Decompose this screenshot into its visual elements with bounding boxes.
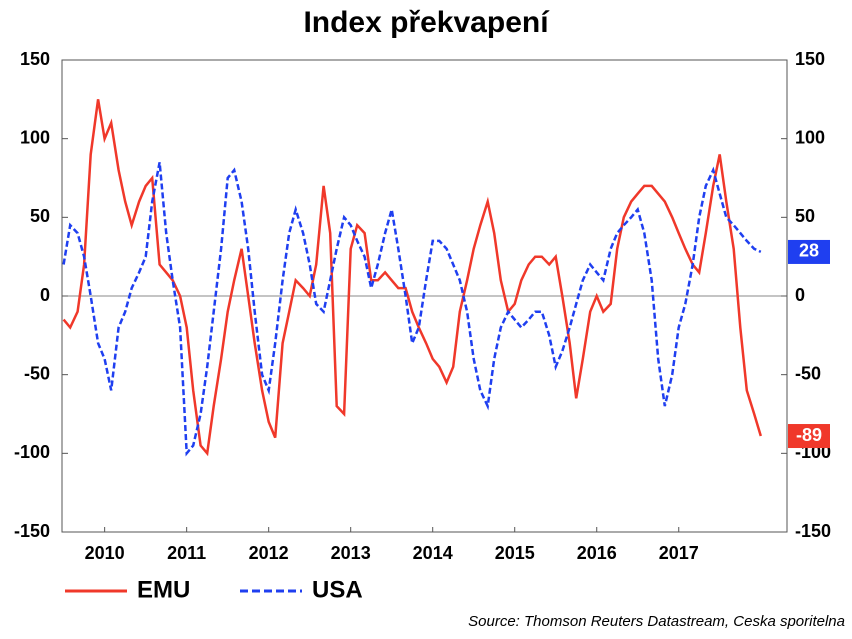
y2-tick-label: 100 [795,127,825,147]
y-tick-label: 150 [20,49,50,69]
y-tick-label: -150 [14,521,50,541]
end-label-box [788,424,830,449]
x-tick-label: 2012 [249,543,289,563]
end-label: 28 [799,241,819,261]
source: Source: Thomson Reuters Datastream, Cesk… [468,613,845,630]
x-tick-label: 2016 [577,543,617,563]
series-line [62,99,762,457]
series-line [62,162,762,457]
y2-tick-label: 50 [795,206,815,226]
y-tick-label: -50 [24,363,50,383]
y2-tick-label: -150 [795,521,831,541]
y2-tick-label: 150 [795,49,825,69]
legend-label: USA [312,576,363,603]
y-tick-label: 100 [20,127,50,147]
legend-label: EMU [137,576,190,603]
end-label: -89 [796,425,822,445]
y-tick-label: -100 [14,442,50,462]
x-tick-label: 2015 [495,543,535,563]
chart-title: Index překvapení [303,6,550,39]
y-tick-label: 0 [40,285,50,305]
y-tick-label: 50 [30,206,50,226]
y2-tick-label: 0 [795,285,805,305]
end-label-box [788,239,830,264]
y2-tick-label: -50 [795,363,821,383]
x-tick-label: 2013 [331,543,371,563]
x-tick-label: 2011 [167,543,206,563]
x-tick-label: 2014 [413,543,453,563]
x-tick-label: 2010 [85,543,125,563]
x-tick-label: 2017 [659,543,699,563]
